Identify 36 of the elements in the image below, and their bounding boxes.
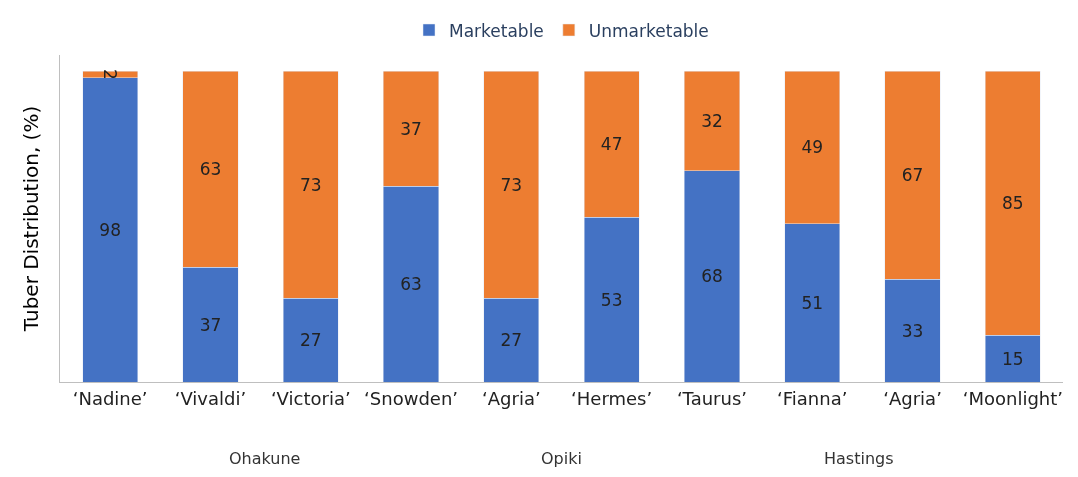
data-label: 67 [901,165,924,186]
data-label: 37 [400,118,422,139]
data-label: 32 [701,111,723,132]
x-tick-label: ‘Agria’ [883,387,942,409]
text: Hastings [824,449,894,468]
x-tick-label: ‘Fianna’ [777,387,848,409]
data-label: 27 [500,330,523,351]
data-label: 63 [199,159,222,180]
y-axis-title: Tuber Distribution, (%) [18,105,43,333]
data-label: 73 [500,174,523,195]
data-label: 63 [400,274,422,295]
x-tick-label: ‘Taurus’ [676,387,747,409]
data-label: 27 [299,330,322,351]
x-tick-label: ‘Hermes’ [571,387,653,409]
data-label: 49 [801,137,824,158]
data-label: 2 [100,69,121,80]
x-tick-label: ‘Vivaldi’ [174,387,247,409]
data-label: 47 [600,134,623,155]
x-tick-label: ‘Nadine’ [72,387,148,409]
x-tick-label: ‘Victoria’ [270,387,351,409]
x-tick-label: ‘Agria’ [482,387,541,409]
x-tick-label: ‘Moonlight’ [962,387,1064,409]
x-tick-label: ‘Snowden’ [364,387,459,409]
data-label: 37 [199,314,222,335]
legend-label: Marketable [449,20,544,41]
data-label: 15 [1002,348,1024,369]
text: Ohakune [229,449,301,468]
data-label: 68 [701,266,723,287]
data-label: 73 [299,174,322,195]
data-label: 98 [99,219,121,240]
legend-label: Unmarketable [588,20,709,41]
data-label: 53 [600,289,623,310]
data-label: 85 [1002,193,1024,214]
data-label: 33 [901,320,924,341]
data-label: 51 [801,292,824,313]
text: Opiki [541,449,582,468]
